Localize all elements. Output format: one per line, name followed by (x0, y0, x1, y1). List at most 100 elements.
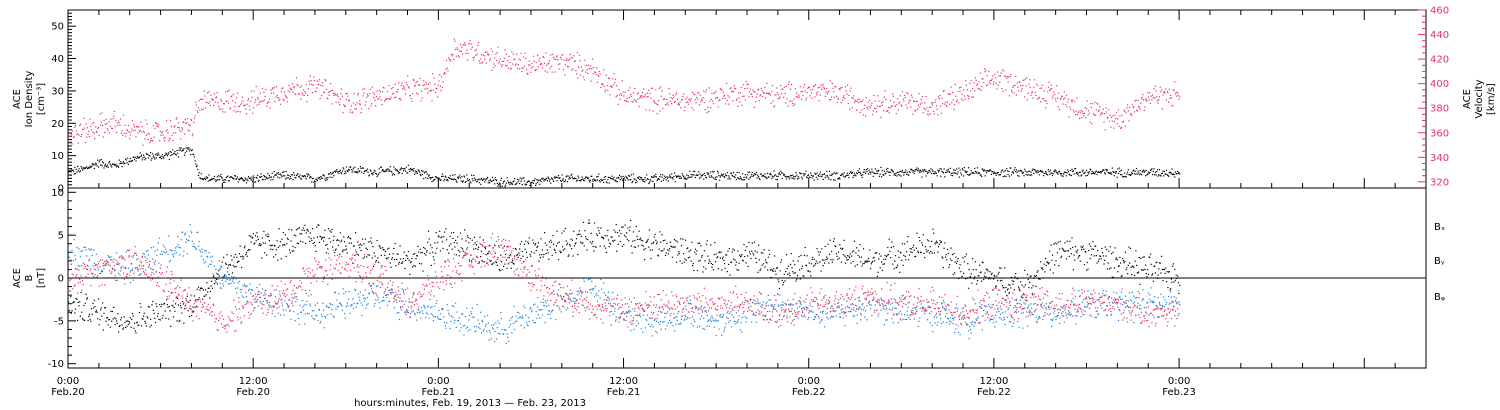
density-point (323, 175, 325, 177)
density-point (241, 177, 243, 179)
bx-point (984, 272, 986, 274)
density-point (687, 175, 689, 177)
density-point (984, 175, 986, 177)
bx-point (878, 253, 881, 255)
velocity-point (1163, 91, 1165, 94)
density-point (275, 174, 277, 176)
bx-point (277, 259, 279, 261)
velocity-point (427, 83, 430, 85)
density-point (716, 176, 718, 178)
velocity-point (1066, 106, 1068, 108)
velocity-point (345, 99, 348, 101)
density-point (359, 166, 361, 168)
density-point (91, 163, 93, 165)
by-point (102, 262, 104, 264)
density-point (120, 161, 122, 163)
density-point (1038, 174, 1040, 176)
velocity-point (653, 100, 655, 102)
velocity-point (154, 122, 157, 124)
bx-point (101, 315, 103, 317)
velocity-point (1088, 112, 1090, 114)
density-point (433, 179, 435, 181)
bx-point (145, 322, 147, 324)
density-point (1133, 173, 1136, 175)
density-point (111, 163, 113, 165)
velocity-point (134, 126, 136, 128)
density-point (268, 177, 270, 179)
bx-point (1122, 260, 1124, 262)
velocity-point (824, 95, 826, 97)
bx-point (450, 243, 452, 245)
velocity-point (988, 81, 990, 83)
velocity-point (1130, 113, 1132, 115)
bx-point (225, 263, 227, 265)
density-point (617, 176, 619, 178)
density-point (1133, 169, 1135, 171)
bx-point (753, 254, 755, 256)
bx-point (312, 242, 314, 245)
bx-point (390, 266, 392, 268)
velocity-point (104, 131, 106, 133)
velocity-point (719, 88, 721, 90)
velocity-point (694, 99, 696, 101)
velocity-point (714, 97, 717, 99)
bx-point (738, 262, 740, 264)
bx-point (1170, 288, 1172, 290)
bx-point (472, 258, 474, 260)
velocity-point (751, 93, 753, 96)
bx-point (266, 254, 268, 256)
bx-point (264, 252, 266, 254)
density-point (944, 176, 946, 178)
velocity-point (384, 100, 386, 102)
bx-point (811, 258, 813, 261)
bx-point (1155, 262, 1157, 264)
bx-point (828, 262, 830, 264)
bx-point (697, 242, 699, 244)
density-point (990, 170, 992, 172)
bx-point (339, 253, 341, 255)
density-point (1153, 168, 1155, 170)
bx-point (1029, 281, 1031, 283)
velocity-point (1019, 81, 1021, 83)
bx-point (1041, 267, 1043, 269)
velocity-point (190, 118, 192, 121)
bx-point (779, 270, 781, 272)
velocity-point (758, 88, 760, 90)
density-point (1070, 174, 1072, 177)
top-ylabel-left-line3: [cm⁻³] (36, 83, 47, 115)
bx-point (1129, 247, 1131, 249)
density-point (940, 175, 942, 177)
bx-point (450, 232, 453, 234)
density-point (150, 159, 152, 161)
velocity-point (409, 95, 411, 97)
bx-point (311, 239, 313, 241)
by-point (73, 239, 75, 241)
bx-point (249, 249, 251, 251)
density-point (546, 177, 548, 179)
bx-point (802, 275, 804, 277)
bx-point (1130, 266, 1132, 268)
velocity-point (1005, 89, 1007, 91)
density-point (1059, 172, 1061, 174)
density-point (199, 177, 201, 179)
velocity-point (1134, 100, 1136, 102)
bx-point (540, 238, 542, 240)
velocity-point (923, 107, 925, 109)
density-point (72, 169, 74, 171)
velocity-point (303, 94, 305, 96)
velocity-point (744, 99, 746, 101)
density-point (417, 169, 419, 171)
bx-point (164, 310, 166, 312)
density-point (264, 176, 266, 178)
density-point (525, 184, 527, 186)
density-point (783, 173, 785, 176)
velocity-point (1147, 92, 1149, 94)
bx-point (287, 238, 289, 241)
density-point (169, 151, 171, 153)
bx-point (173, 306, 175, 308)
density-point (270, 179, 272, 181)
velocity-point (1162, 94, 1164, 96)
velocity-point (129, 134, 131, 136)
bx-point (884, 255, 886, 257)
density-point (545, 178, 547, 180)
